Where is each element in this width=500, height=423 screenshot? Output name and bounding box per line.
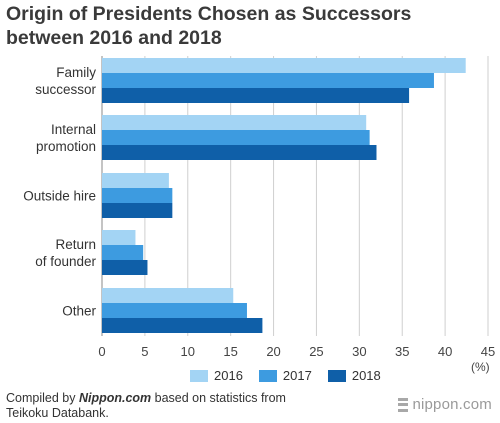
nippon-logo-icon [398,397,409,412]
x-tick-label: 30 [352,344,366,359]
bar-2018 [102,260,148,275]
bar-2018 [102,145,377,160]
source-note: Compiled by Nippon.com based on statisti… [6,391,286,421]
chart-title-line-2: between 2016 and 2018 [6,27,222,49]
source-note-line-2: Teikoku Databank. [6,406,109,420]
source-note-post: based on statistics from [151,391,286,405]
legend-label-2016: 2016 [214,368,243,383]
bar-2016 [102,115,367,130]
bar-2017 [102,245,144,260]
bars [102,58,466,333]
chart-title-line-1: Origin of Presidents Chosen as Successor… [6,3,412,25]
category-labels: Family successor Internal promotion Outside … [23,65,96,319]
x-tick-labels: 0 5 10 15 20 25 30 35 40 45 [98,344,495,359]
bar-2017 [102,188,173,203]
bar-2018 [102,318,263,333]
legend-item-2018: 2018 [327,368,381,383]
legend-swatch-2017 [258,369,277,382]
bar-2016 [102,173,169,188]
legend-item-2016: 2016 [190,368,243,383]
bar-2017 [102,130,370,145]
x-tick-label: 40 [438,344,452,359]
bar-2017 [102,73,434,88]
x-tick-label: 35 [395,344,409,359]
legend-item-2017: 2017 [258,368,312,383]
brand-logo: nippon.com [398,396,492,413]
source-note-pre: Compiled by [6,391,79,405]
chart-title: Origin of Presidents Chosen as Successor… [6,2,411,50]
bar-2016 [102,230,136,245]
bar-2018 [102,203,173,218]
x-tick-label: 15 [223,344,237,359]
legend-label-2018: 2018 [351,368,381,383]
legend-swatch-2016 [190,369,208,382]
category-label: Other [62,304,96,319]
source-note-line-1: Compiled by Nippon.com based on statisti… [6,391,286,406]
x-tick-label: 0 [98,344,105,359]
category-label: Outside hire [23,189,96,204]
x-tick-label: 25 [309,344,323,359]
x-tick-label: 5 [141,344,148,359]
brand-name: nippon.com [412,396,492,413]
bar-2016 [102,58,466,73]
category-label: Return of founder [35,237,96,269]
x-tick-label: 20 [266,344,280,359]
legend-label-2017: 2017 [282,368,312,383]
legend-swatch-2018 [327,369,346,382]
bar-2018 [102,88,410,103]
bar-2016 [102,288,234,303]
bar-2017 [102,303,247,318]
source-name: Nippon.com [78,391,152,405]
legend: 2016 2017 2018 [190,368,397,383]
x-tick-label: 45 [481,344,495,359]
category-label: Internal promotion [36,122,96,154]
category-label: Family successor [35,65,96,97]
x-tick-label: 10 [181,344,195,359]
x-axis-unit: (%) [471,360,490,374]
